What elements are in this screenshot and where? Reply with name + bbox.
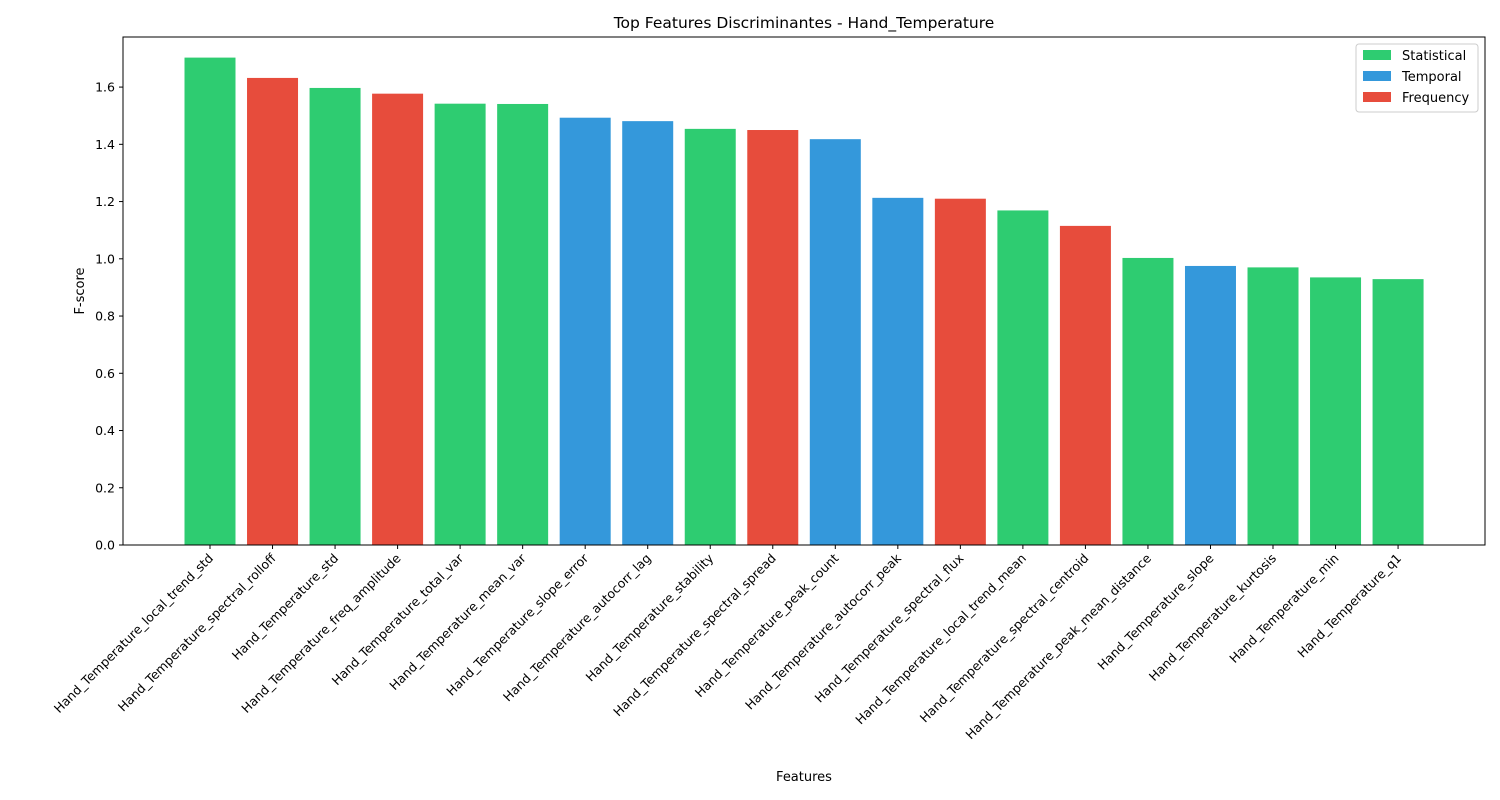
y-tick-label: 1.6 <box>95 80 115 95</box>
bar <box>1122 257 1174 545</box>
y-tick-label: 0.4 <box>95 423 115 438</box>
bar <box>309 87 361 545</box>
y-tick-label: 0.2 <box>95 480 115 495</box>
x-tick-label: Hand_Temperature_q1 <box>1294 551 1404 661</box>
bar <box>184 57 236 545</box>
plot-frame <box>122 36 1486 546</box>
bar <box>934 198 986 545</box>
bar <box>434 103 486 545</box>
bar <box>684 128 736 545</box>
bar <box>622 121 674 546</box>
x-tick-label: Hand_Temperature_total_var <box>329 550 467 688</box>
y-axis: 0.0 0.2 0.4 0.6 0.8 1.0 1.2 1.4 1.6 <box>95 80 123 553</box>
bar <box>559 117 611 545</box>
y-tick-label: 0.8 <box>95 309 115 324</box>
chart-title: Top Features Discriminantes - Hand_Tempe… <box>613 14 995 33</box>
legend-swatch <box>1363 92 1391 102</box>
bar <box>747 130 799 545</box>
bar <box>809 139 861 545</box>
bar <box>1184 265 1236 545</box>
x-axis-label: Features <box>776 770 832 785</box>
legend-swatch <box>1363 50 1391 60</box>
bar <box>1372 279 1424 545</box>
bar <box>1059 225 1111 545</box>
x-axis: Hand_Temperature_local_trend_stdHand_Tem… <box>51 545 1404 742</box>
bars-group <box>184 57 1424 546</box>
x-tick-label: Hand_Temperature_mean_var <box>386 550 529 693</box>
legend-swatch <box>1363 71 1391 81</box>
y-tick-label: 0.0 <box>95 538 115 553</box>
y-tick-label: 1.2 <box>95 194 115 209</box>
y-axis-label: F-score <box>73 267 88 314</box>
bar <box>247 77 299 545</box>
bar <box>497 103 549 545</box>
legend: Statistical Temporal Frequency <box>1355 43 1479 113</box>
x-tick-label: Hand_Temperature_std <box>229 551 341 663</box>
bar <box>997 210 1049 545</box>
bar <box>872 197 924 545</box>
y-tick-label: 1.4 <box>95 137 115 152</box>
bar <box>1310 277 1362 545</box>
bar <box>1247 267 1299 545</box>
legend-label: Statistical <box>1402 49 1466 64</box>
bar <box>372 93 424 545</box>
x-tick-label: Hand_Temperature_slope <box>1094 550 1216 672</box>
x-tick-label: Hand_Temperature_min <box>1226 551 1341 666</box>
y-tick-label: 1.0 <box>95 251 115 266</box>
legend-label: Temporal <box>1401 70 1462 85</box>
legend-label: Frequency <box>1402 91 1469 106</box>
y-tick-label: 0.6 <box>95 366 115 381</box>
x-tick-label: Hand_Temperature_stability <box>582 550 716 684</box>
x-tick-label: Hand_Temperature_kurtosis <box>1146 551 1279 684</box>
